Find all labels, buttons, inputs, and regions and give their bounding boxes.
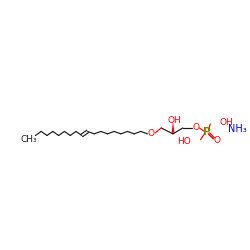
Text: OH: OH — [219, 118, 233, 126]
Text: O: O — [148, 129, 155, 138]
Polygon shape — [172, 121, 174, 133]
Text: O: O — [192, 124, 199, 132]
Text: O: O — [214, 136, 221, 145]
Text: CH₃: CH₃ — [21, 136, 37, 144]
Text: P: P — [202, 127, 210, 137]
Text: OH: OH — [167, 116, 181, 125]
Text: NH₃: NH₃ — [228, 124, 247, 134]
Text: HO: HO — [177, 137, 191, 146]
